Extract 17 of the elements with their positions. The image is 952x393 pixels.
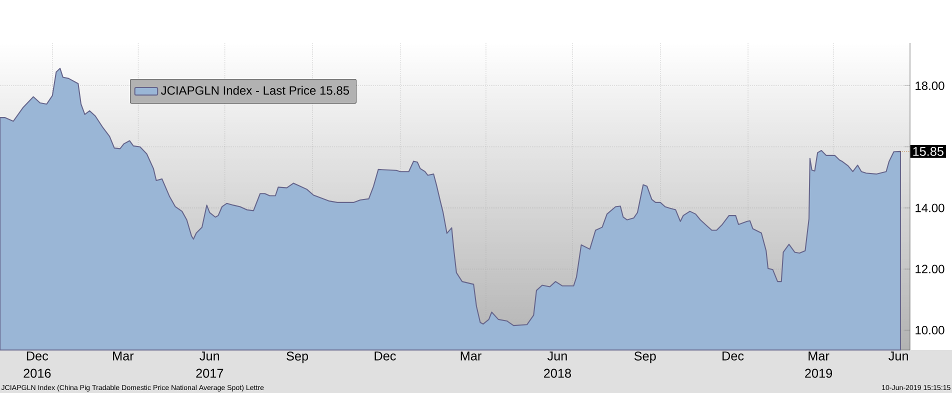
y-tick-label: 12.00 [916, 264, 944, 274]
x-tick-label: Dec 2016 [24, 352, 51, 378]
x-tick-label: Jun 2018 [544, 352, 571, 378]
x-tick-label: Dec [374, 352, 396, 360]
y-tick-label: 18.00 [916, 82, 944, 90]
annotation: 15.85 [913, 146, 944, 156]
legend-label: JCIAPGLN Index - Last Price 15.85 [160, 86, 350, 95]
y-tick-label: 10.00 [916, 326, 944, 334]
y-tick-label: 14.00 [916, 204, 944, 212]
x-tick-label: Sep [634, 352, 656, 364]
x-tick-label: Dec [722, 352, 744, 360]
x-tick-label: Sep [286, 352, 308, 364]
x-tick-label: Jun 2017 [196, 352, 224, 378]
x-tick-label: Jun [888, 352, 908, 360]
x-tick-label: Mar [460, 352, 482, 360]
x-tick-label: Mar [113, 352, 134, 360]
x-tick-label: Mar 2019 [805, 352, 832, 378]
